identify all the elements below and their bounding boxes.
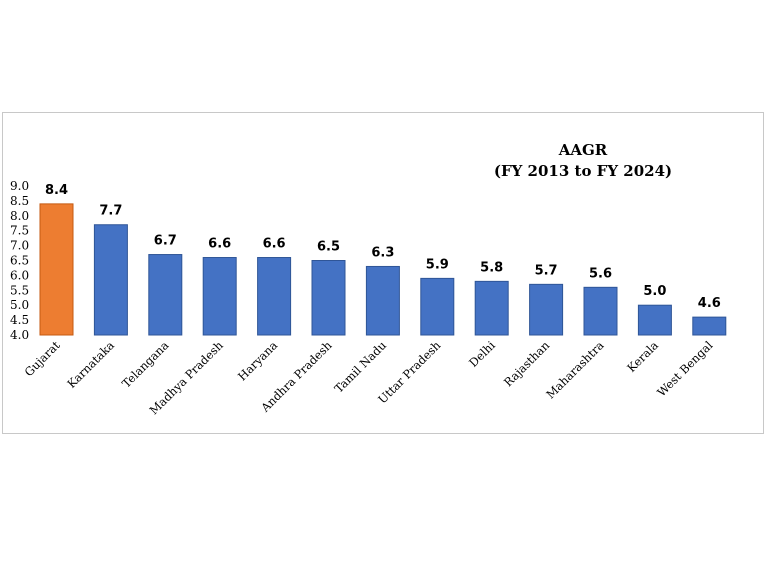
- bar-maharashtra: [583, 286, 618, 336]
- bar-tamil-nadu: [365, 265, 400, 336]
- category-label: Gujarat: [22, 338, 63, 379]
- bar-gujarat: [39, 203, 74, 336]
- category-label: Maharashtra: [543, 338, 606, 401]
- y-tick-label: 5.0: [10, 298, 29, 312]
- y-tick-label: 4.5: [10, 313, 29, 327]
- value-labels: 8.4 7.7 6.7 6.6 6.6 6.5 6.3 5.9 5.8 5.7 5.6 5.0 4.6: [45, 183, 721, 311]
- data-label: 7.7: [99, 204, 122, 219]
- data-label: 5.8: [480, 260, 503, 275]
- y-tick-label: 7.5: [10, 224, 29, 238]
- y-tick-label: 5.5: [10, 283, 29, 297]
- y-axis-ticks: 4.04.55.05.56.06.57.07.58.08.59.0: [10, 179, 29, 342]
- bar-telangana: [148, 254, 183, 336]
- chart-subtitle: (FY 2013 to FY 2024): [494, 162, 672, 180]
- data-label: 5.9: [426, 257, 449, 272]
- bar-madhya-pradesh: [202, 257, 237, 336]
- bar-rajasthan: [529, 283, 564, 336]
- category-label: Karnataka: [64, 338, 117, 391]
- data-label: 5.6: [589, 266, 612, 281]
- bar-west-bengal: [692, 316, 727, 336]
- y-tick-label: 6.0: [10, 268, 29, 282]
- data-label: 5.0: [643, 284, 666, 299]
- y-tick-label: 7.0: [10, 239, 29, 253]
- bars-group: [39, 203, 727, 336]
- category-label: Rajasthan: [501, 338, 553, 390]
- bar-karnataka: [93, 224, 128, 336]
- y-tick-label: 8.0: [10, 209, 29, 223]
- y-tick-label: 8.5: [10, 194, 29, 208]
- data-label: 8.4: [45, 183, 68, 198]
- data-label: 6.7: [154, 234, 177, 249]
- chart-title: AAGR: [558, 141, 608, 159]
- category-label: Delhi: [466, 338, 498, 370]
- bar-kerala: [637, 304, 672, 336]
- y-tick-label: 9.0: [10, 179, 29, 193]
- y-tick-label: 4.0: [10, 328, 29, 342]
- y-tick-label: 6.5: [10, 254, 29, 268]
- data-label: 6.6: [208, 237, 231, 252]
- category-label: Kerala: [624, 338, 661, 375]
- category-label: Telangana: [119, 338, 171, 390]
- data-label: 6.6: [263, 237, 286, 252]
- data-label: 4.6: [698, 296, 721, 311]
- chart-frame: AAGR (FY 2013 to FY 2024) 4.0 4.5 5.0 5.5 6.…: [2, 112, 764, 434]
- bar-haryana: [257, 257, 292, 336]
- data-label: 6.3: [371, 245, 394, 260]
- category-label: West Bengal: [654, 338, 715, 399]
- data-label: 5.7: [535, 263, 558, 278]
- data-label: 6.5: [317, 240, 340, 255]
- category-label: Tamil Nadu: [332, 338, 389, 395]
- bar-uttar-pradesh: [420, 277, 455, 336]
- bar-delhi: [474, 280, 509, 336]
- bar-chart: AAGR (FY 2013 to FY 2024) 4.04.55.05.56.…: [10, 141, 727, 418]
- category-label: Haryana: [235, 338, 280, 383]
- bar-andhra-pradesh: [311, 260, 346, 336]
